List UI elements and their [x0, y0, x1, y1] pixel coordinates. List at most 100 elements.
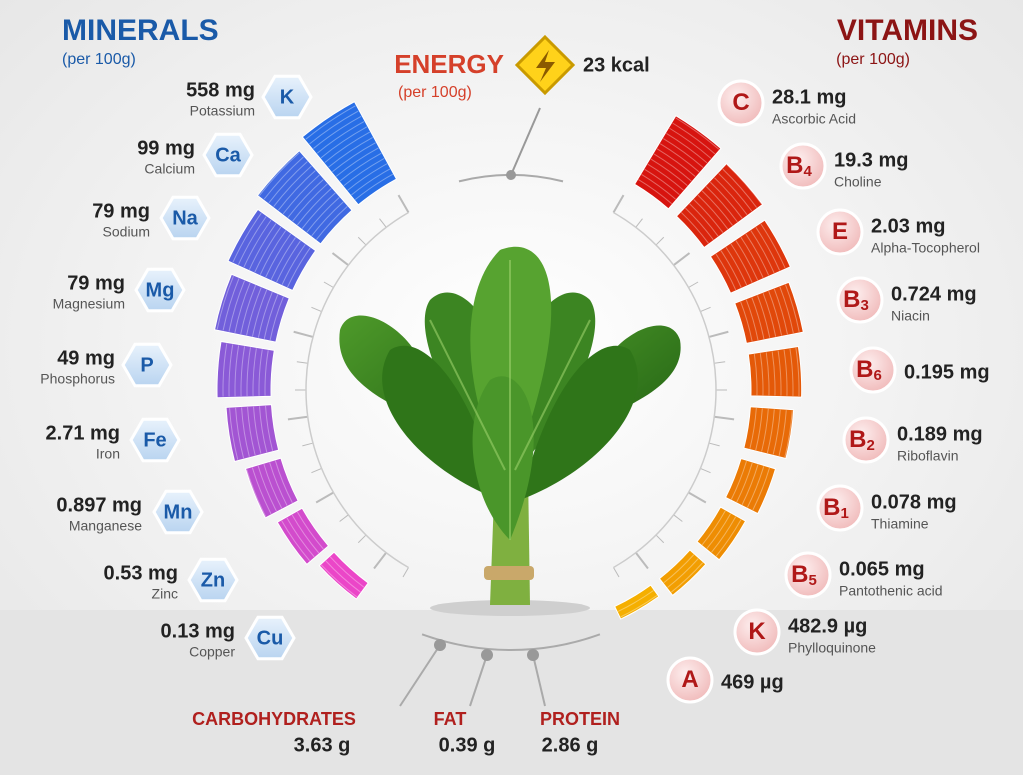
vitamin-badge [779, 142, 827, 190]
bar-stripe [240, 285, 257, 335]
mineral-badge [134, 267, 186, 313]
bar-stripe [251, 289, 268, 337]
bar-stripe [715, 253, 737, 291]
vitamin-amount: 19.3 mg [834, 149, 908, 171]
floor [0, 610, 1023, 775]
vitamin-symbol: C [732, 89, 749, 116]
tick [635, 552, 649, 570]
vitamin-subscript: 6 [874, 367, 882, 384]
tick [714, 415, 735, 421]
vitamin-amount: 2.03 mg [871, 215, 945, 237]
bar-stripe [768, 290, 783, 336]
bar-stripe [241, 407, 250, 457]
energy-stem [510, 107, 541, 176]
vitamin-letter: B [856, 356, 873, 383]
dot [481, 649, 493, 661]
bar-stripe [647, 163, 684, 191]
bar-stripe [730, 460, 747, 500]
bar-stripe [291, 514, 320, 554]
tick [373, 552, 387, 570]
bar-stripe [311, 201, 344, 237]
bar-stripe [653, 153, 692, 182]
energy-amount: 23 kcal [583, 54, 650, 76]
bar-stripe [247, 407, 256, 456]
mineral-bar [216, 340, 275, 399]
bar-stripe [264, 350, 269, 396]
bar-stripe [680, 212, 709, 244]
bar-stripe [287, 179, 324, 218]
mineral-symbol: Na [172, 207, 198, 229]
mineral-name: Phosphorus [40, 371, 115, 387]
vitamin-bar [614, 584, 660, 620]
minerals-title: MINERALS [62, 14, 219, 47]
bar-stripe [777, 350, 782, 396]
tick [700, 306, 711, 313]
mineral-name: Iron [96, 446, 120, 462]
tick [302, 442, 314, 447]
vitamin-symbol: A [681, 666, 698, 693]
bar-stripe [620, 595, 658, 618]
tick [673, 514, 683, 522]
tick [655, 236, 665, 246]
bar-stripe [277, 170, 316, 211]
bar-stripe [752, 467, 770, 511]
mineral-name: Sodium [103, 224, 150, 240]
mineral-bar [225, 404, 280, 463]
bar-stripe [730, 243, 753, 283]
bar-stripe [669, 127, 712, 159]
mineral-symbol: Cu [257, 627, 284, 649]
vitamin-symbol: B4 [786, 152, 812, 180]
bar-stripe [783, 349, 788, 396]
tick [612, 194, 625, 213]
vitamin-badge [816, 484, 864, 532]
mineral-symbol: K [280, 86, 295, 108]
vitamin-badge [784, 551, 832, 599]
vitamin-bar [743, 406, 795, 460]
bar-stripe [273, 165, 312, 207]
tick [357, 236, 367, 246]
mineral-amount: 0.13 mg [161, 620, 235, 642]
bar-stripe [759, 353, 764, 396]
bar-stripe [745, 299, 759, 341]
vitamin-badge [836, 276, 884, 324]
bar-stripe [276, 240, 301, 283]
vitamin-amount: 28.1 mg [772, 86, 846, 108]
bar-stripe [755, 227, 781, 271]
bar-stripe [263, 463, 283, 509]
mineral-name: Magnesium [53, 296, 125, 312]
vitamin-subscript: 2 [867, 437, 875, 454]
bar-stripe [663, 554, 695, 584]
bar-stripe [785, 284, 800, 332]
mineral-badge [187, 557, 239, 603]
tick [357, 534, 367, 544]
vitamin-symbol: B6 [856, 356, 882, 384]
tick [296, 361, 308, 364]
tick [323, 281, 334, 288]
dot [527, 649, 539, 661]
tick [397, 194, 410, 213]
tick-ring [613, 211, 717, 569]
bar-stripe [741, 464, 759, 505]
vitamin-symbol: K [748, 618, 766, 645]
macro-name: FAT [434, 709, 467, 729]
macro-name: PROTEIN [540, 709, 620, 729]
vitamin-name: Choline [834, 174, 882, 190]
mineral-amount: 2.71 mg [46, 422, 120, 444]
vitamin-amount: 0.078 mg [871, 491, 957, 513]
vitamin-symbol: B1 [823, 494, 849, 522]
bar-stripe [760, 223, 786, 269]
vitamins-subtitle: (per 100g) [836, 51, 910, 68]
mineral-symbol: Mn [164, 501, 193, 523]
mineral-badge [152, 489, 204, 535]
bar-stripe [795, 347, 800, 397]
bar-stripe [254, 226, 282, 273]
bar-stripe [762, 293, 777, 337]
minerals-subtitle: (per 100g) [62, 51, 136, 68]
tick [655, 534, 665, 544]
bar-stripe [667, 558, 699, 588]
vitamin-name: Alpha-Tocopherol [871, 240, 980, 256]
bar-stripe [258, 349, 263, 396]
bar-stripe [316, 121, 365, 154]
bar-stripe [672, 122, 716, 155]
bar-stripe [736, 462, 753, 503]
